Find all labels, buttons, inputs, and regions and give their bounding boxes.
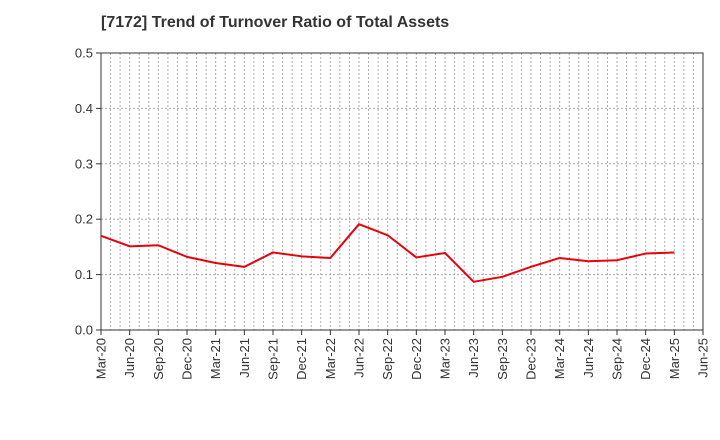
y-tick-label: 0.1 (75, 267, 93, 282)
x-tick-label: Sep-20 (151, 338, 166, 380)
chart-title: [7172] Trend of Turnover Ratio of Total … (101, 14, 450, 31)
x-tick-label: Mar-22 (323, 338, 338, 379)
x-tick-label: Jun-22 (352, 338, 367, 378)
x-tick-label: Jun-20 (122, 338, 137, 378)
grid-layer (100, 52, 703, 331)
x-tick-label: Mar-20 (94, 338, 109, 379)
x-tick-label: Dec-21 (294, 338, 309, 380)
x-tick-label: Sep-21 (266, 338, 281, 380)
series-layer (100, 223, 675, 283)
x-tick-label: Jun-24 (581, 338, 596, 378)
x-tick-label: Dec-22 (409, 338, 424, 380)
tick-labels: 0.0 0.1 0.2 0.3 0.4 0.5 Mar-20 Jun-20 Sep-20 Dec-… (75, 46, 711, 380)
y-tick-label: 0.3 (75, 156, 93, 171)
x-tick-label: Jun-25 (696, 338, 711, 378)
y-tick-label: 0.4 (75, 101, 93, 116)
y-tick-label: 0.0 (75, 323, 93, 338)
series-line (100, 223, 675, 283)
x-tick-label: Sep-23 (495, 338, 510, 380)
x-tick-label: Dec-24 (638, 338, 653, 380)
plot-frame (100, 52, 704, 331)
x-tick-label: Mar-25 (667, 338, 682, 379)
x-tick-label: Mar-23 (438, 338, 453, 379)
x-tick-label: Mar-24 (552, 338, 567, 379)
x-tick-label: Mar-21 (208, 338, 223, 379)
x-tick-label: Jun-23 (466, 338, 481, 378)
y-tick-label: 0.5 (75, 46, 93, 61)
x-tick-label: Dec-20 (180, 338, 195, 380)
x-tick-label: Sep-24 (610, 338, 625, 380)
x-tick-label: Sep-22 (380, 338, 395, 380)
x-tick-label: Jun-21 (237, 338, 252, 378)
x-tick-label: Dec-23 (524, 338, 539, 380)
y-tick-label: 0.2 (75, 212, 93, 227)
axis-layer (96, 52, 704, 335)
